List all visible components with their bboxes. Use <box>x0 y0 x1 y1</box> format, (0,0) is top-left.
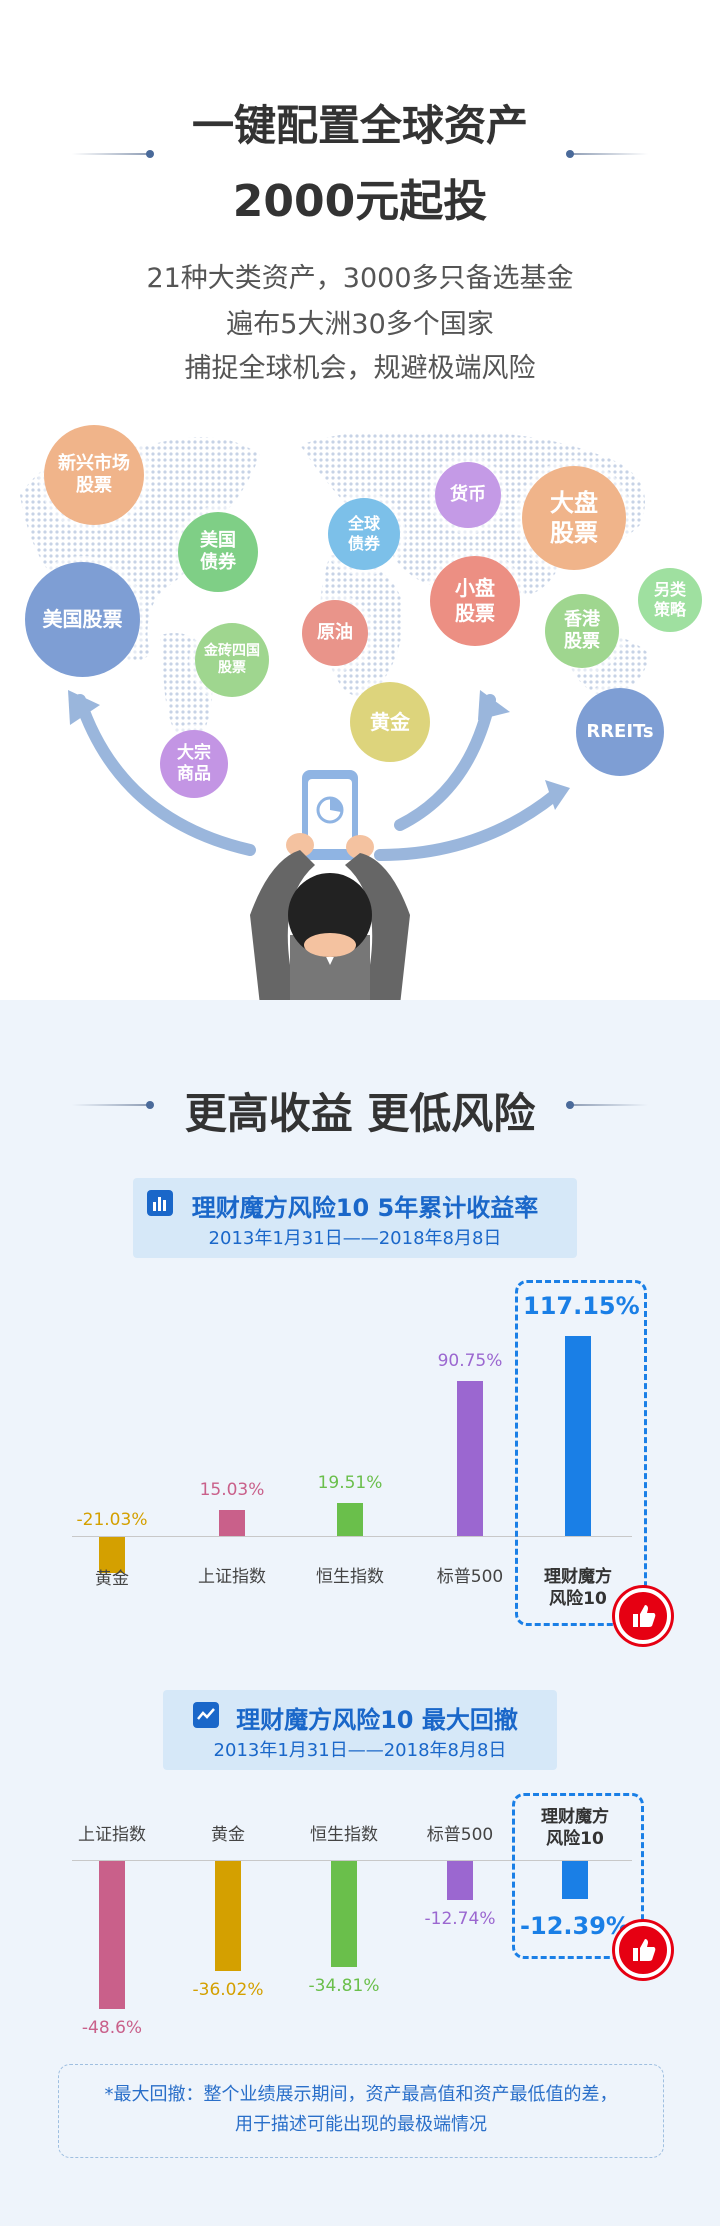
asset-bubble-alternative-strategy: 另类 策略 <box>638 568 702 632</box>
section-title: 更高收益 更低风险 <box>184 1089 536 1138</box>
chart1-category-label: 黄金 <box>95 1569 129 1589</box>
chart1-category-label: 恒生指数 <box>316 1567 384 1587</box>
chart1-subtitle: 2013年1月31日——2018年8月8日 <box>208 1228 502 1249</box>
thumbs-up-icon <box>615 1922 671 1978</box>
chart2-value-label: -36.02% <box>192 1979 264 2000</box>
asset-bubble-crude-oil: 原油 <box>302 600 368 666</box>
note-line-2: 用于描述可能出现的最极端情况 <box>235 2114 487 2135</box>
chart1-title: 理财魔方风险10 5年累计收益率 <box>191 1194 539 1222</box>
note-line-1: *最大回撤：整个业绩展示期间，资产最高值和资产最低值的差， <box>104 2084 618 2105</box>
asset-bubble-global-bond: 全球 债券 <box>328 498 400 570</box>
chart1-header-panel: 理财魔方风险10 5年累计收益率 2013年1月31日——2018年8月8日 <box>133 1178 577 1258</box>
chart2-category-label: 上证指数 <box>78 1825 146 1845</box>
chart2-bar <box>215 1861 241 1971</box>
chart2-bar <box>331 1861 357 1967</box>
arrows-illustration <box>68 690 570 861</box>
person-with-phone-illustration <box>250 770 410 1005</box>
intro-line-1: 21种大类资产，3000多只备选基金 <box>146 263 574 294</box>
asset-bubble-us-stock: 美国股票 <box>25 562 140 677</box>
chart2-bar <box>99 1861 125 2009</box>
chart2-highlight-box <box>512 1793 644 1959</box>
asset-bubble-reits: RREITs <box>576 688 664 776</box>
chart2-category-label: 标普500 <box>426 1825 494 1845</box>
chart2-value-label: -34.81% <box>308 1976 380 1996</box>
chart2-category-label: 恒生指数 <box>310 1825 378 1845</box>
chart1-axis-line <box>72 1536 632 1537</box>
asset-bubble-emerging-market-stock: 新兴市场 股票 <box>44 425 144 525</box>
trend-chart-icon <box>193 1702 219 1728</box>
chart1-bar <box>565 1336 591 1536</box>
chart1-bar <box>337 1502 363 1536</box>
asset-bubble-us-bond: 美国 债券 <box>178 512 258 592</box>
chart1-category-label: 上证指数 <box>198 1567 266 1587</box>
chart1-bar <box>219 1510 245 1536</box>
chart2-bar <box>562 1861 588 1899</box>
chart2-plot-area: -48.6% 上证指数 -36.02% 黄金 -34.81% 恒生指数 -12.74% 标普5… <box>0 1790 720 2050</box>
chart1-value-label: 117.15% <box>523 1292 640 1320</box>
chart2-category-label: 黄金 <box>211 1825 245 1845</box>
chart2-value-label: -12.39% <box>520 1911 630 1940</box>
chart1-category-label: 标普500 <box>436 1567 504 1587</box>
chart1-value-label: 15.03% <box>199 1480 265 1501</box>
chart1-highlight-box <box>515 1280 647 1626</box>
chart1-value-label: 19.51% <box>317 1472 383 1493</box>
main-subtitle-amount: 2000元起投 <box>232 176 488 227</box>
asset-bubble-commodity: 大宗 商品 <box>160 730 228 798</box>
intro-line-3: 捕捉全球机会，规避极端风险 <box>184 353 536 384</box>
chart2-subtitle: 2013年1月31日——2018年8月8日 <box>213 1740 507 1761</box>
chart2-axis-line <box>72 1860 632 1861</box>
asset-bubble-gold: 黄金 <box>350 682 430 762</box>
chart1-value-label: -21.03% <box>76 1510 148 1530</box>
chart1-value-label: 90.75% <box>437 1351 503 1372</box>
chart1-category-label: 理财魔方 风险10 <box>544 1567 612 1609</box>
asset-bubble-hk-stock: 香港 股票 <box>545 594 619 668</box>
chart1-plot-area: -21.03% 黄金 15.03% 上证指数 19.51% 恒生指数 90.75% 标普500… <box>0 1280 720 1644</box>
chart2-bar <box>447 1861 473 1900</box>
asset-bubble-brics-stock: 金砖四国 股票 <box>195 623 269 697</box>
chart2-category-label: 理财魔方 风险10 <box>541 1807 609 1849</box>
chart2-value-label: -12.74% <box>424 1908 496 1929</box>
chart1-bar <box>457 1381 483 1536</box>
asset-bubble-small-cap-stock: 小盘 股票 <box>430 556 520 646</box>
asset-bubble-money: 货币 <box>435 462 501 528</box>
main-title: 一键配置全球资产 <box>191 101 528 150</box>
chart2-header-panel: 理财魔方风险10 最大回撤 2013年1月31日——2018年8月8日 <box>163 1690 557 1770</box>
bar-chart-icon <box>147 1190 173 1216</box>
returns-risk-section: 更高收益 更低风险 理财魔方风险10 5年累计收益率 2013年1月31日——2… <box>0 1000 720 2226</box>
chart2-title: 理财魔方风险10 最大回撤 <box>236 1706 518 1734</box>
max-drawdown-note: *最大回撤：整个业绩展示期间，资产最高值和资产最低值的差， 用于描述可能出现的最… <box>58 2064 664 2158</box>
thumbs-up-icon <box>615 1588 671 1644</box>
chart2-value-label: -48.6% <box>81 2018 143 2038</box>
intro-line-2: 遍布5大洲30多个国家 <box>226 309 494 340</box>
asset-bubble-large-cap-stock: 大盘 股票 <box>522 466 626 570</box>
chart1-bar <box>99 1537 125 1573</box>
